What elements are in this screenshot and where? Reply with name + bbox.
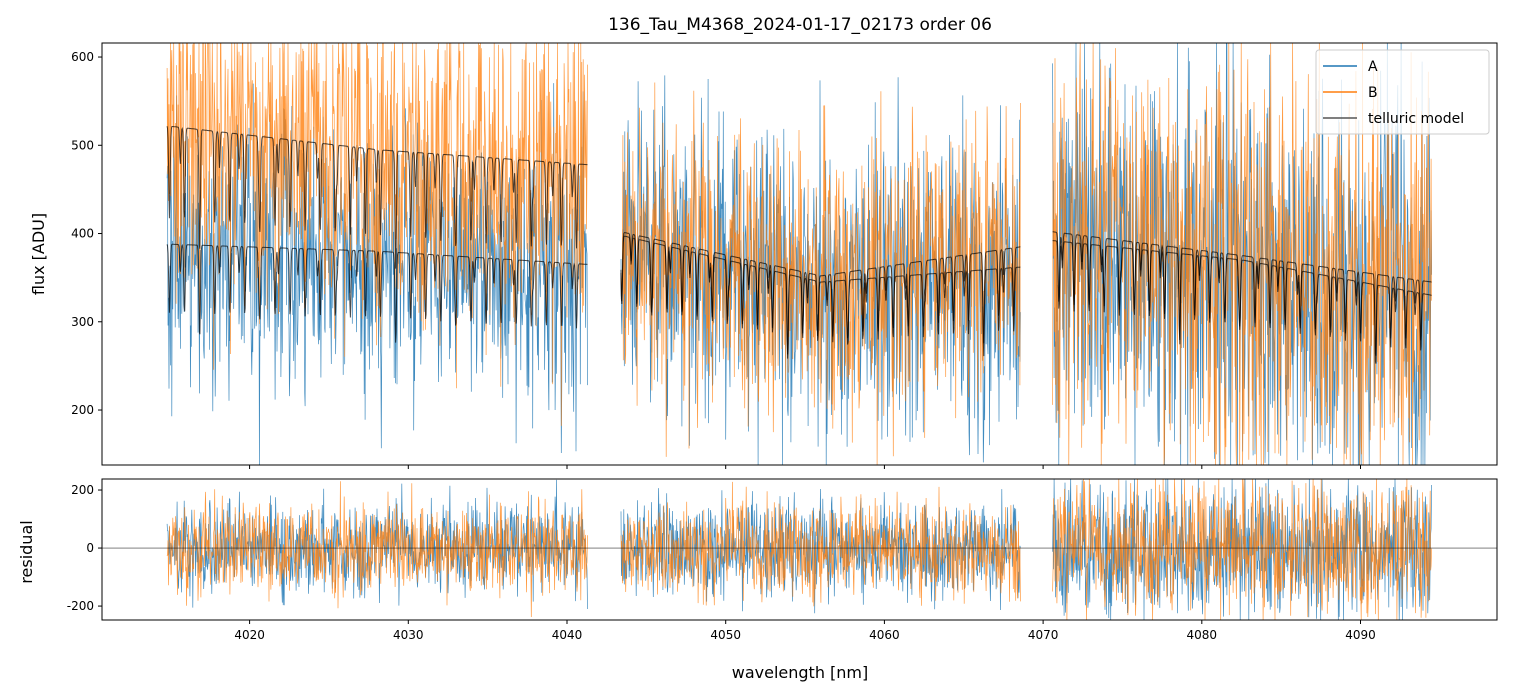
x-tick-label: 4020 xyxy=(234,628,265,642)
y-tick-label: 200 xyxy=(71,403,94,417)
x-tick-label: 4030 xyxy=(393,628,424,642)
axes-frame xyxy=(101,478,1498,621)
residual-b-segment-0 xyxy=(166,481,588,618)
x-tick-label: 4050 xyxy=(710,628,741,642)
x-tick-label: 4080 xyxy=(1187,628,1218,642)
plot-area xyxy=(102,479,1497,620)
y-tick-label: 0 xyxy=(86,541,94,555)
flux-panel: 200 300 400 500 600 xyxy=(71,42,1498,469)
plot-area xyxy=(166,43,1432,465)
axes-frame xyxy=(101,42,1498,466)
x-tick-label: 4070 xyxy=(1028,628,1059,642)
telluric-model-a-segment-1 xyxy=(620,235,1021,359)
y-tick-label: 400 xyxy=(71,227,94,241)
chart-title: 136_Tau_M4368_2024-01-17_02173 order 06 xyxy=(608,15,992,35)
legend-label-model: telluric model xyxy=(1368,111,1464,127)
telluric-model-b-segment-1 xyxy=(620,232,1021,355)
series-a-segment-0 xyxy=(166,83,588,465)
residual-b-segment-2 xyxy=(1052,479,1432,620)
y-tick-label: -200 xyxy=(67,599,94,613)
x-tick-label: 4060 xyxy=(869,628,900,642)
telluric-model-b-segment-2 xyxy=(1052,231,1432,356)
x-tick-label: 4090 xyxy=(1345,628,1376,642)
telluric-model-b-segment-0 xyxy=(166,126,588,269)
residual-b-segment-1 xyxy=(620,481,1021,607)
series-b-segment-2 xyxy=(1052,43,1432,465)
y-tick-label: 200 xyxy=(71,483,94,497)
legend-box xyxy=(1315,49,1490,135)
y-tick-label: 600 xyxy=(71,50,94,64)
x-tick-label: 4040 xyxy=(552,628,583,642)
legend: A B telluric model xyxy=(1315,49,1490,135)
telluric-model-a-segment-0 xyxy=(166,243,588,343)
series-b-segment-0 xyxy=(166,43,588,426)
x-axis-label: wavelength [nm] xyxy=(732,663,869,682)
legend-label-b: B xyxy=(1368,85,1378,101)
y-tick-label: 300 xyxy=(71,315,94,329)
bottom-y-axis-label: residual xyxy=(17,520,36,583)
residual-panel: -200 0 200 4020 4030 4040 4050 4060 4070 4080 4090 xyxy=(67,478,1498,642)
y-tick-label: 500 xyxy=(71,138,94,152)
telluric-model-a-segment-2 xyxy=(1052,240,1432,364)
top-y-axis-label: flux [ADU] xyxy=(29,213,48,295)
legend-label-a: A xyxy=(1368,59,1378,75)
